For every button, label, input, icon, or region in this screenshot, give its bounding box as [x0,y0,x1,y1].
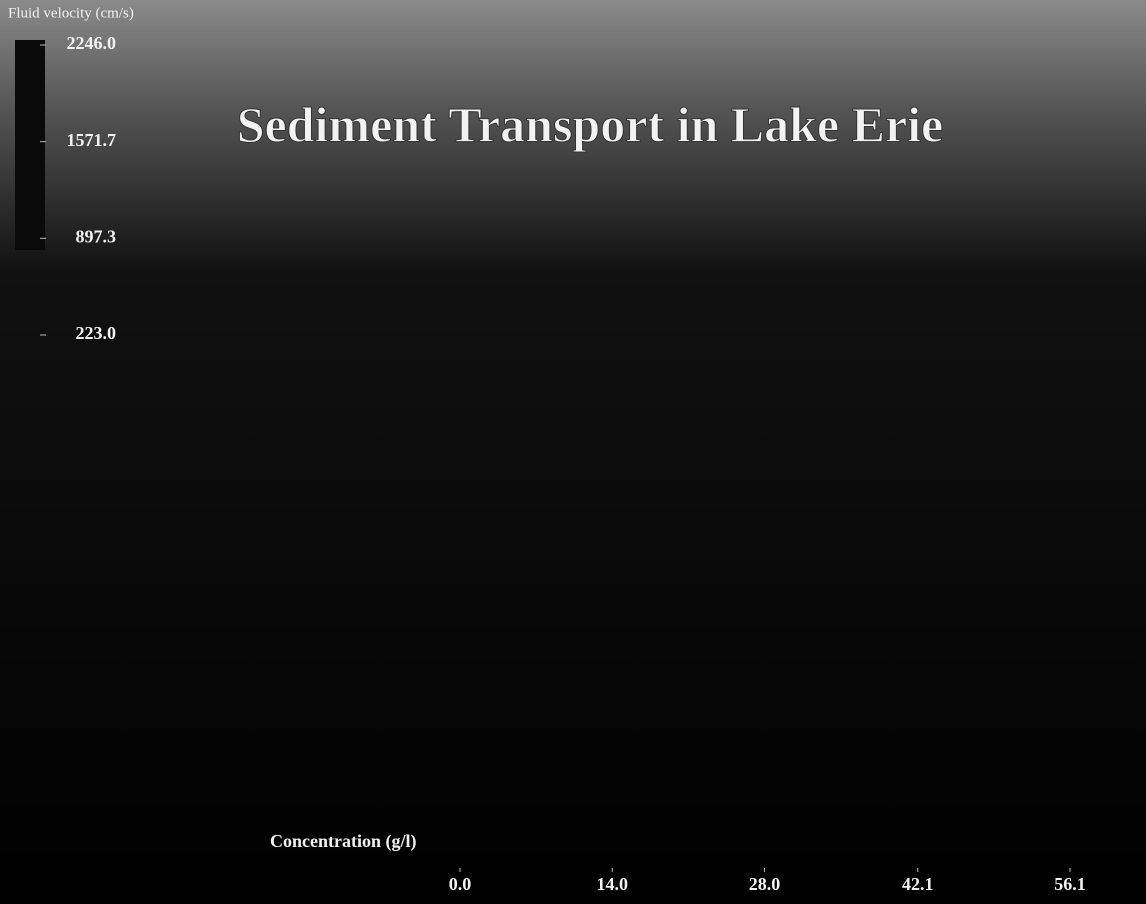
y-tick-label: 223.0 [76,323,117,343]
x-tick-label: 28.0 [749,874,781,894]
y-tick-label: 897.3 [76,226,117,246]
y-axis-label: Fluid velocity (cm/s) [8,5,134,21]
x-tick-label: 14.0 [596,874,628,894]
x-axis-label: Concentration (g/l) [270,831,416,852]
y-tick-label: 2246.0 [67,33,117,53]
chart-title: Sediment Transport in Lake Erie [237,96,944,152]
x-tick-label: 56.1 [1054,874,1086,894]
y-axis-bar [15,40,45,250]
x-tick-label: 42.1 [902,874,934,894]
x-tick-label: 0.0 [449,874,472,894]
y-tick-label: 1571.7 [67,130,117,150]
